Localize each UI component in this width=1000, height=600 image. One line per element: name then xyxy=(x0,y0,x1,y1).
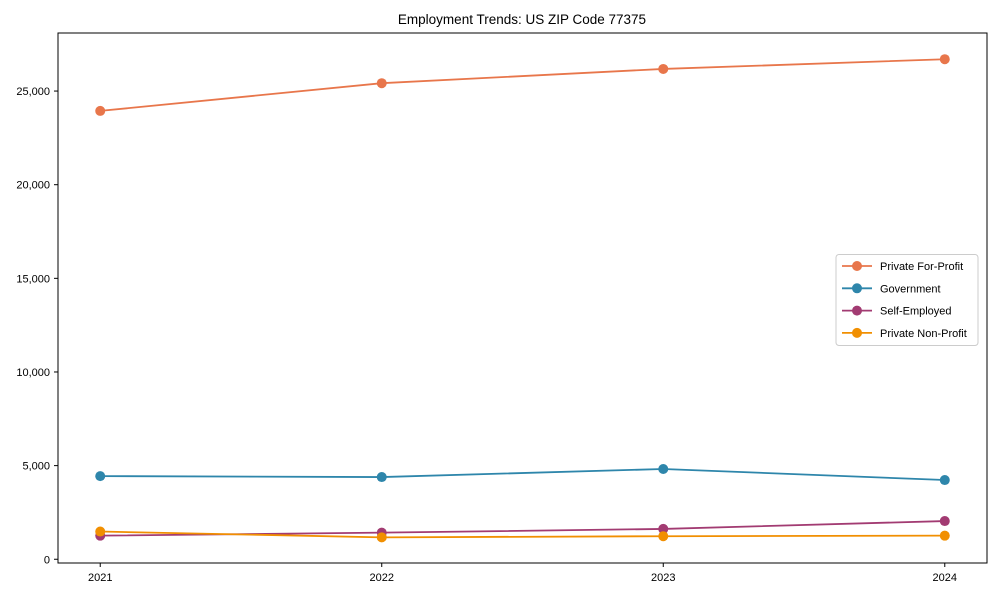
data-point-private-non-profit-2022 xyxy=(376,532,387,543)
plot-frame xyxy=(57,32,988,564)
data-point-self-employed-2023 xyxy=(658,523,669,534)
x-tick-label: 2024 xyxy=(933,572,957,584)
data-point-private-non-profit-2023 xyxy=(658,531,669,542)
x-tick-label: 2023 xyxy=(651,572,675,584)
y-tick-label: 5,000 xyxy=(22,461,50,473)
y-tick-label: 10,000 xyxy=(16,367,50,379)
y-tick-label: 25,000 xyxy=(16,86,50,98)
legend: Private For-Profit Government Self-Employe… xyxy=(835,254,979,346)
data-point-government-2021 xyxy=(95,471,106,482)
data-point-self-employed-2024 xyxy=(939,516,950,527)
y-tick-label: 20,000 xyxy=(16,180,50,192)
series-line-government xyxy=(100,468,945,481)
series-line-private-non-profit xyxy=(100,530,945,539)
legend-label-private-non-profit: Private Non-Profit xyxy=(880,328,967,340)
plot-area: 0 5,000 10,000 15,000 20,000 25,000 2021 2022 20… xyxy=(16,32,988,584)
series-line-private-for-profit xyxy=(100,58,945,112)
legend-label-government: Government xyxy=(880,283,941,295)
data-point-private-for-profit-2022 xyxy=(376,78,387,89)
data-point-private-non-profit-2024 xyxy=(939,530,950,541)
data-point-government-2022 xyxy=(376,472,387,483)
y-tick-label: 15,000 xyxy=(16,273,50,285)
legend-label-private-for-profit: Private For-Profit xyxy=(880,261,963,273)
data-point-private-for-profit-2021 xyxy=(95,105,106,116)
chart-title: Employment Trends: US ZIP Code 77375 xyxy=(398,12,646,27)
data-point-private-non-profit-2021 xyxy=(95,526,106,537)
data-point-government-2024 xyxy=(939,475,950,486)
data-point-private-for-profit-2023 xyxy=(658,63,669,74)
legend-marker-icon-self-employed xyxy=(852,305,862,316)
legend-box xyxy=(835,254,979,346)
data-point-government-2023 xyxy=(658,463,669,474)
y-tick-label: 0 xyxy=(44,554,50,566)
x-tick-label: 2021 xyxy=(88,572,112,584)
x-tick-label: 2022 xyxy=(370,572,394,584)
legend-marker-icon-government xyxy=(852,283,862,294)
legend-label-self-employed: Self-Employed xyxy=(880,306,952,318)
legend-marker-icon-private-non-profit xyxy=(852,327,862,338)
data-point-private-for-profit-2024 xyxy=(939,54,950,65)
legend-marker-icon-private-for-profit xyxy=(852,261,862,271)
